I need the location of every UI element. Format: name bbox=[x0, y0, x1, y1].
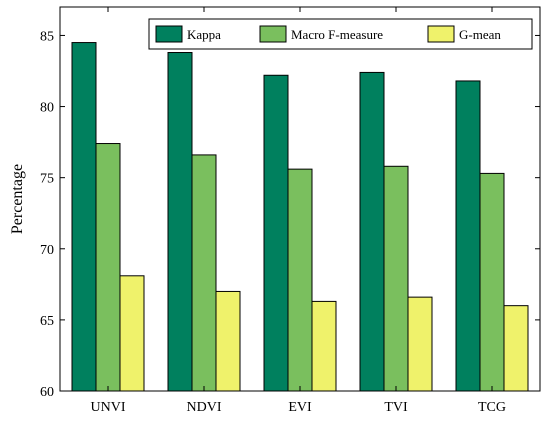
bar-g-mean-ndvi bbox=[215, 290, 241, 392]
y-tick-label: 65 bbox=[40, 314, 54, 329]
x-tick-label-tvi: TVI bbox=[384, 400, 408, 415]
bars-group bbox=[71, 42, 529, 392]
y-axis-label: Percentage bbox=[9, 164, 26, 234]
bar-kappa-tvi bbox=[359, 71, 385, 392]
bar-g-mean-evi bbox=[311, 300, 337, 392]
bar-macro-f-measure-ndvi bbox=[191, 154, 217, 392]
x-axis-ticks: UNVI NDVI EVI TVI TCG bbox=[91, 7, 506, 415]
bar-kappa-ndvi bbox=[167, 52, 193, 392]
bar-g-mean-tcg bbox=[503, 305, 529, 392]
y-tick-label: 80 bbox=[40, 101, 54, 116]
bar-g-mean-tvi bbox=[407, 296, 433, 392]
bar-macro-f-measure-tvi bbox=[383, 165, 409, 392]
y-tick-label: 75 bbox=[40, 172, 54, 187]
legend-swatch-kappa bbox=[155, 25, 183, 43]
bar-macro-f-measure-evi bbox=[287, 168, 313, 392]
legend-swatch-macro-f-measure bbox=[259, 25, 287, 43]
legend-box bbox=[148, 18, 533, 50]
x-tick-label-evi: EVI bbox=[288, 400, 312, 415]
y-tick-label: 85 bbox=[40, 29, 54, 44]
y-tick-label: 70 bbox=[40, 243, 54, 258]
y-axis-ticks: 60 65 70 75 80 85 bbox=[40, 29, 540, 400]
legend-label-g-mean: G-mean bbox=[459, 27, 501, 42]
legend-swatch-g-mean bbox=[427, 25, 455, 43]
legend: Kappa Macro F-measure G-mean bbox=[148, 18, 533, 50]
bar-macro-f-measure-tcg bbox=[479, 172, 505, 392]
bar-kappa-unvi bbox=[71, 42, 97, 392]
y-tick-label: 60 bbox=[40, 385, 54, 400]
bar-kappa-tcg bbox=[455, 80, 481, 392]
bar-macro-f-measure-unvi bbox=[95, 143, 121, 392]
x-tick-label-unvi: UNVI bbox=[91, 400, 126, 415]
legend-label-macro-f-measure: Macro F-measure bbox=[291, 27, 383, 42]
bar-kappa-evi bbox=[263, 74, 289, 392]
x-tick-label-ndvi: NDVI bbox=[187, 400, 222, 415]
legend-label-kappa: Kappa bbox=[187, 27, 221, 42]
bar-g-mean-unvi bbox=[119, 275, 145, 392]
x-tick-label-tcg: TCG bbox=[478, 400, 506, 415]
